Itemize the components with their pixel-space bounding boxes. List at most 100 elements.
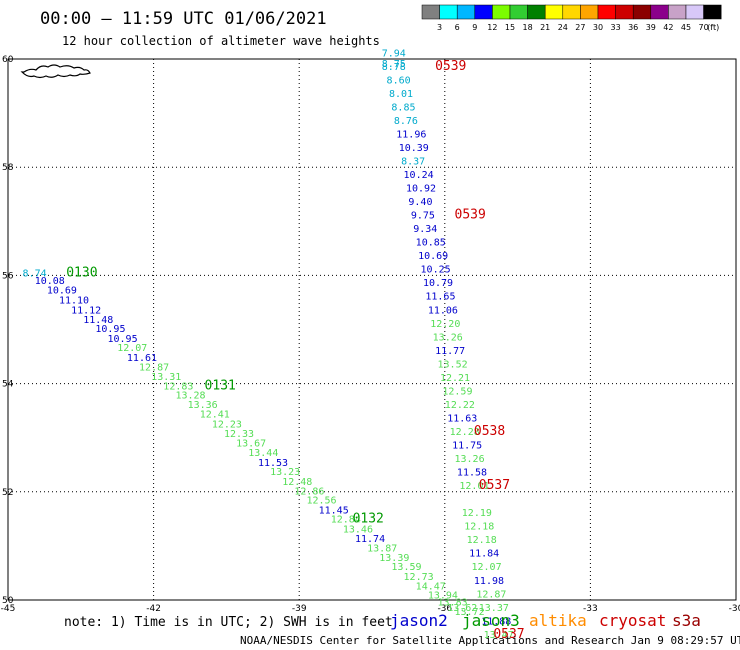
colorbar-swatch <box>580 4 599 20</box>
colorbar-label: 3 <box>437 23 442 32</box>
wave-height-label: 13.23 <box>270 467 300 478</box>
wave-height-label: 12.28 <box>450 427 480 438</box>
wave-height-label: 10.24 <box>404 170 434 181</box>
colorbar-legend: 3 6 9 12 15 18 21 24 27 30 33 36 39 42 45 70(ft) <box>421 4 722 32</box>
wave-height-label: 12.73 <box>404 572 434 583</box>
legend-item: altika <box>529 611 587 630</box>
colorbar-swatch <box>439 4 458 20</box>
wave-height-label: 11.48 <box>83 315 113 326</box>
y-tick-label: 52 <box>2 488 13 498</box>
coastline-fragment <box>20 64 91 79</box>
footer-credit: NOAA/NESDIS Center for Satellite Applica… <box>240 634 740 647</box>
wave-height-label: 13.28 <box>175 391 205 402</box>
colorbar-label: 33 <box>611 23 621 32</box>
wave-height-label: 13.44 <box>248 448 278 459</box>
wave-height-label: 13.52 <box>438 359 468 370</box>
pass-id-label: 0537 <box>493 627 524 642</box>
wave-height-label: 10.95 <box>95 324 125 335</box>
colorbar-label: 30 <box>593 23 603 32</box>
wave-height-label: 11.06 <box>428 305 458 316</box>
colorbar-swatch <box>544 4 564 20</box>
wave-height-label: 8.60 <box>387 75 411 86</box>
colorbar-swatch <box>421 4 440 20</box>
x-tick-label: -45 <box>1 604 16 614</box>
pass-id-label: 0539 <box>435 59 466 74</box>
y-tick-label: 50 <box>2 596 14 606</box>
colorbar-swatch <box>509 4 528 20</box>
colorbar-swatch <box>456 4 476 20</box>
wave-height-label: 13.67 <box>236 438 266 449</box>
y-tick-label: 60 <box>2 55 14 65</box>
plot-area: -45 -42 -39 -36 -33 -30 50 52 54 56 58 60 8.7410.0… <box>1 48 740 642</box>
colorbar-swatch <box>632 4 652 20</box>
wave-height-label: 12.18 <box>464 522 494 533</box>
legend-item: cryosat <box>599 611 666 630</box>
colorbar-swatch <box>703 4 722 20</box>
wave-height-label: 11.84 <box>469 549 499 560</box>
colorbar-label: 9 <box>472 23 477 32</box>
wave-height-label: 11.75 <box>452 441 482 452</box>
wave-height-label: 11.12 <box>71 305 101 316</box>
pass-id-label: 0130 <box>66 265 97 280</box>
wave-height-label: 12.07 <box>117 343 147 354</box>
y-tick-label: 58 <box>2 163 14 173</box>
plot-frame <box>7 58 737 601</box>
wave-height-label: 12.87 <box>476 589 506 600</box>
wave-height-label: 13.72 <box>455 607 485 618</box>
wave-height-label: 13.31 <box>151 372 181 383</box>
wave-height-label: 12.56 <box>306 496 336 507</box>
wave-height-label: 12.22 <box>445 400 475 411</box>
x-tick-label: -39 <box>292 604 307 614</box>
wave-height-label: 11.96 <box>396 129 426 140</box>
wave-height-label: 7.94 <box>382 48 406 59</box>
wave-height-label: 8.74 <box>23 268 47 279</box>
wave-height-label: 11.65 <box>425 292 455 303</box>
wave-height-label: 11.77 <box>435 346 465 357</box>
colorbar-label: 42 <box>663 23 673 32</box>
wave-height-label: 8.76 <box>394 116 418 127</box>
wave-height-label: 8.85 <box>391 102 415 113</box>
coastline-path <box>20 64 91 79</box>
wave-height-label: 12.01 <box>459 481 489 492</box>
wave-height-label: 11.61 <box>127 353 157 364</box>
wave-height-label: 13.26 <box>433 332 463 343</box>
wave-height-label: 10.39 <box>399 143 429 154</box>
pass-id-label: 0539 <box>455 208 486 223</box>
wave-height-label: 11.63 <box>447 413 477 424</box>
wave-height-label: 14.47 <box>416 582 446 593</box>
wave-height-label: 10.25 <box>421 265 451 276</box>
colorbar-swatch <box>685 4 704 20</box>
wave-height-label: 12.20 <box>430 319 460 330</box>
colorbar-swatch <box>527 4 546 20</box>
colorbar-unit: (ft) <box>707 23 719 32</box>
chart-title: 00:00 — 11:59 UTC 01/06/2021 <box>40 9 327 29</box>
colorbar-label: 6 <box>455 23 460 32</box>
colorbar-label: 39 <box>646 23 656 32</box>
x-tick-label: -36 <box>437 604 452 614</box>
wave-height-label: 12.48 <box>282 477 312 488</box>
wave-height-label: 10.92 <box>406 184 436 195</box>
wave-height-label: 13.37 <box>479 603 509 614</box>
wave-height-label: 12.23 <box>212 419 242 430</box>
y-tick-label: 56 <box>2 271 14 281</box>
wave-height-label: 10.95 <box>107 334 137 345</box>
wave-height-label: 13.46 <box>343 524 373 535</box>
colorbar-label: 36 <box>628 23 638 32</box>
colorbar-swatch <box>650 4 669 20</box>
wave-height-label: 9.34 <box>413 224 437 235</box>
wave-height-label: 11.74 <box>355 534 385 545</box>
wave-height-label: 11.10 <box>59 296 89 307</box>
pass-id-label: 0132 <box>353 512 384 527</box>
grid-lines <box>8 59 736 600</box>
colorbar-swatch <box>562 4 581 20</box>
colorbar-label: 24 <box>558 23 568 32</box>
colorbar-label: 18 <box>523 23 533 32</box>
colorbar-label: 70 <box>699 23 709 32</box>
colorbar-swatch <box>492 4 511 20</box>
x-tick-label: -42 <box>146 604 161 614</box>
wave-height-label: 12.84 <box>331 515 361 526</box>
wave-height-label: 9.40 <box>408 197 432 208</box>
wave-height-label: 10.69 <box>418 251 448 262</box>
satellite-legend: jason2 jason3 altika cryosat s3a <box>390 611 701 630</box>
